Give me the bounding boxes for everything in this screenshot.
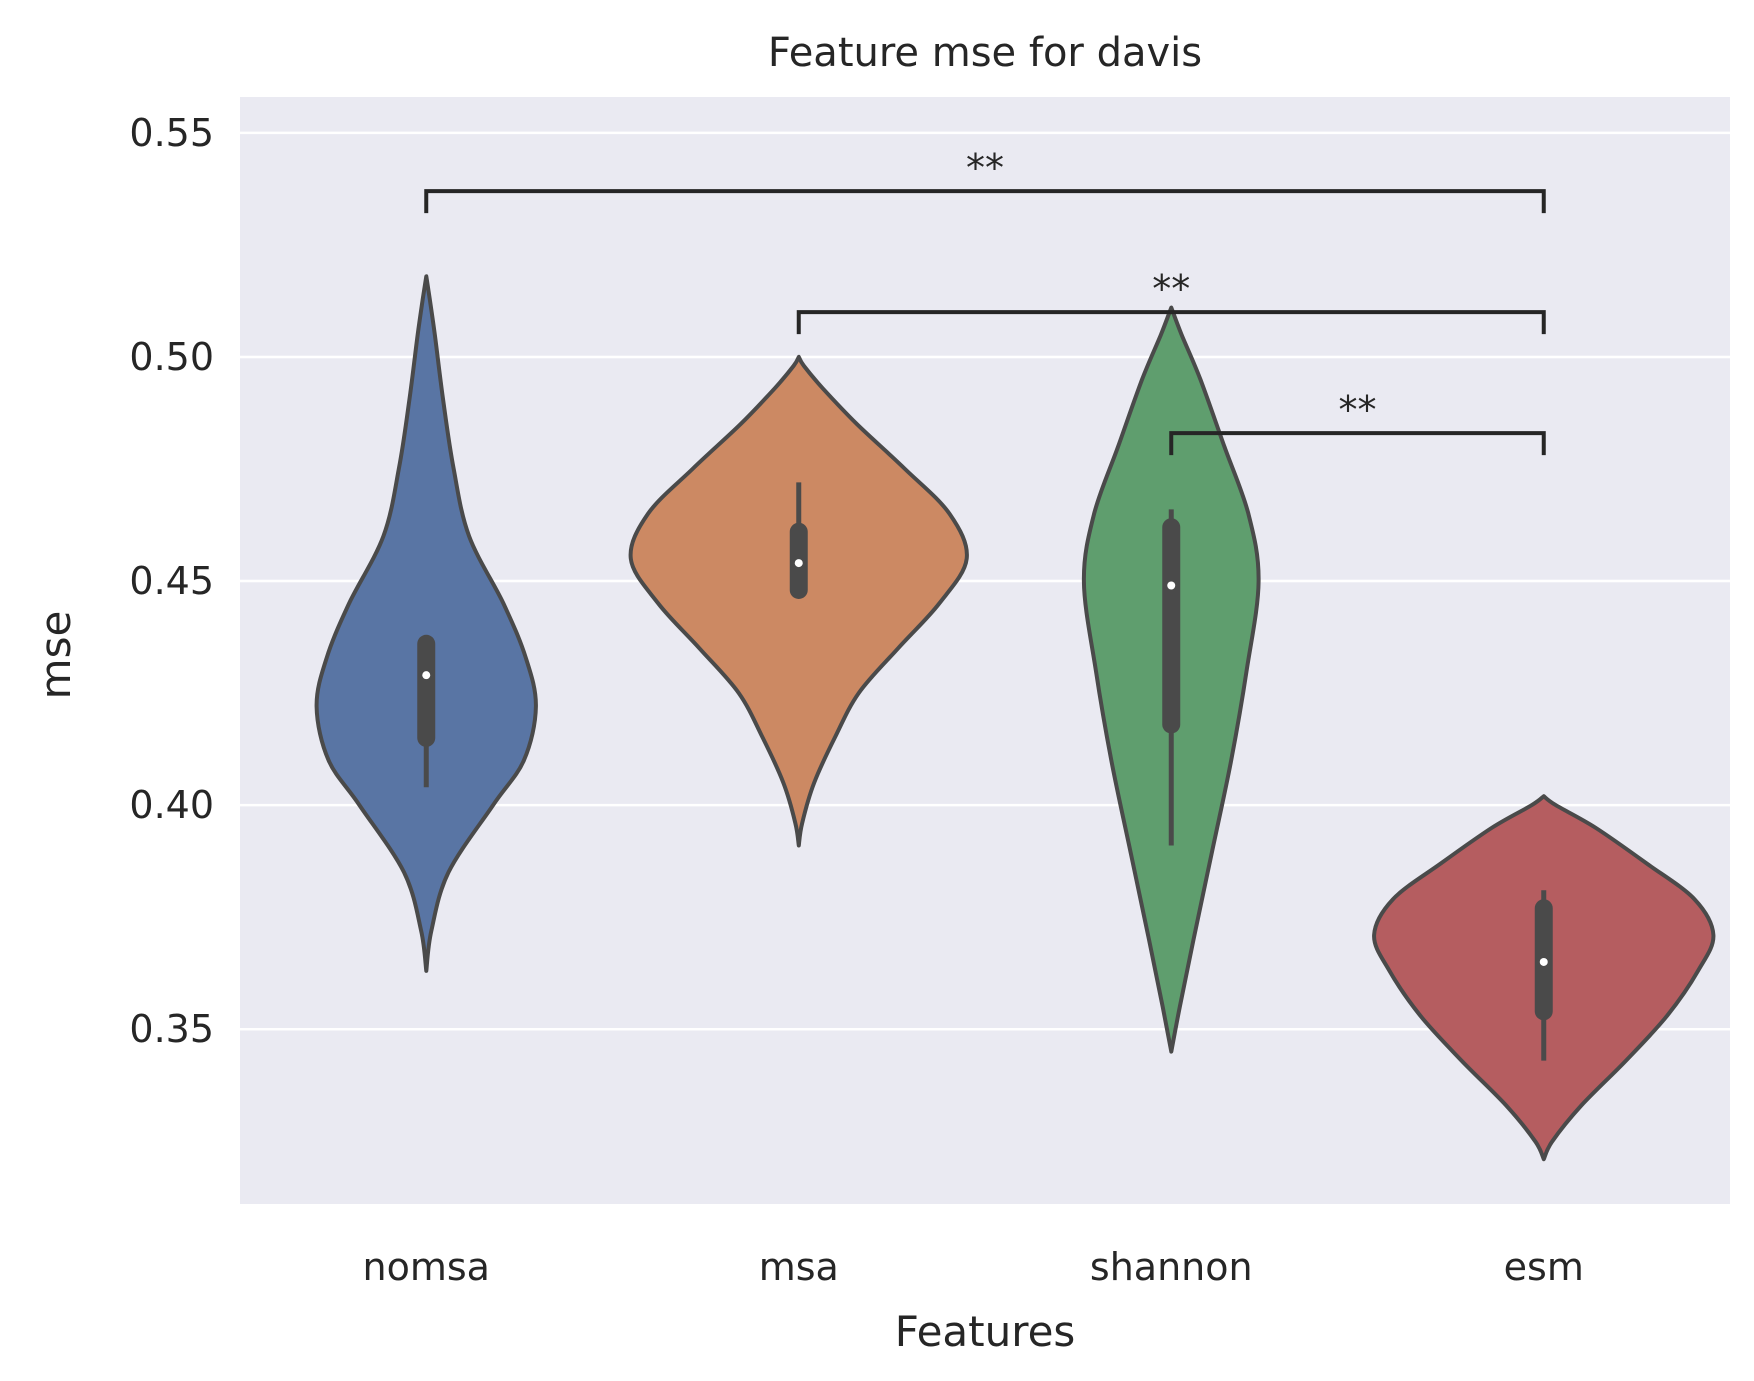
significance-label: **	[966, 146, 1004, 190]
x-axis-label: Features	[895, 1307, 1076, 1356]
violin-median-point	[794, 559, 803, 568]
significance-bracket: **	[424, 146, 1546, 214]
y-tick-labels: 0.35 0.40 0.45 0.50 0.55	[129, 111, 214, 1051]
x-tick-label: esm	[1504, 1245, 1584, 1289]
significance-label: **	[1152, 267, 1190, 311]
violins	[314, 274, 1716, 1162]
y-tick-label: 0.35	[129, 1007, 214, 1051]
violin-body	[314, 274, 538, 973]
x-tick-labels: nomsa msa shannon esm	[363, 1245, 1584, 1289]
y-tick-label: 0.40	[129, 783, 214, 827]
violin-body	[628, 354, 969, 848]
significance-bracket: **	[1169, 388, 1546, 456]
chart-title: Feature mse for davis	[768, 30, 1202, 76]
violin-median-point	[422, 671, 431, 680]
x-tick-label: nomsa	[363, 1245, 490, 1289]
bracket-line	[1169, 431, 1546, 456]
violin-median-point	[1167, 581, 1176, 590]
bracket-line	[796, 310, 1546, 335]
x-tick-label: shannon	[1090, 1245, 1253, 1289]
bracket-line	[424, 189, 1546, 214]
y-tick-label: 0.50	[129, 335, 214, 379]
x-tick-label: msa	[759, 1245, 839, 1289]
violin-median-point	[1539, 957, 1548, 966]
violin-msa	[628, 354, 969, 848]
significance-bracket: **	[796, 267, 1546, 335]
y-tick-label: 0.55	[129, 111, 214, 155]
significance-brackets: ** ** **	[424, 146, 1546, 456]
y-tick-label: 0.45	[129, 559, 214, 603]
significance-label: **	[1339, 388, 1377, 432]
violin-nomsa	[314, 274, 538, 973]
violin-esm	[1372, 794, 1716, 1162]
violin-shannon	[1081, 305, 1261, 1054]
y-axis-label: mse	[31, 611, 80, 700]
